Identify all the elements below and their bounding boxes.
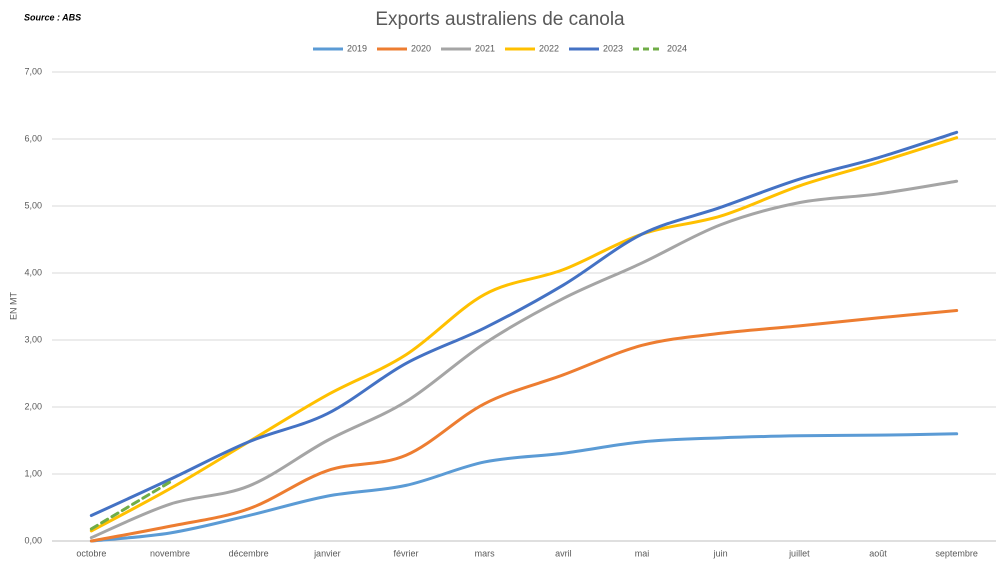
series-line (89, 130, 959, 518)
y-tick-label: 4,00 (24, 267, 42, 277)
series-line (89, 309, 959, 543)
x-tick-label: novembre (150, 548, 190, 558)
y-tick-label: 0,00 (24, 535, 42, 545)
chart-title: Exports australiens de canola (375, 9, 625, 30)
x-tick-label: avril (555, 548, 572, 558)
legend-label: 2021 (475, 43, 495, 53)
series-line (89, 432, 959, 543)
y-tick-label: 2,00 (24, 401, 42, 411)
y-tick-label: 7,00 (24, 66, 42, 76)
series-line (89, 179, 959, 540)
x-tick-label: octobre (76, 548, 106, 558)
x-tick-label: février (393, 548, 418, 558)
x-tick-label: juillet (788, 548, 810, 558)
y-tick-label: 6,00 (24, 133, 42, 143)
x-tick-label: juin (713, 548, 728, 558)
source: Source : ABS (24, 12, 81, 22)
legend-label: 2023 (603, 43, 623, 53)
y-tick-label: 3,00 (24, 334, 42, 344)
series-line (89, 136, 959, 533)
x-tick-label: août (869, 548, 887, 558)
x-tick-label: janvier (313, 548, 341, 558)
x-tick-label: mai (635, 548, 650, 558)
legend-label: 2022 (539, 43, 559, 53)
y-tick-label: 5,00 (24, 200, 42, 210)
legend-label: 2019 (347, 43, 367, 53)
x-tick-label: décembre (229, 548, 269, 558)
x-tick-label: mars (475, 548, 495, 558)
y-tick-label: 1,00 (24, 468, 42, 478)
x-tick-label: septembre (935, 548, 978, 558)
legend-label: 2020 (411, 43, 431, 53)
legend-label: 2024 (667, 43, 687, 53)
y-axis-label: EN MT (8, 292, 18, 321)
series-line (89, 480, 172, 531)
